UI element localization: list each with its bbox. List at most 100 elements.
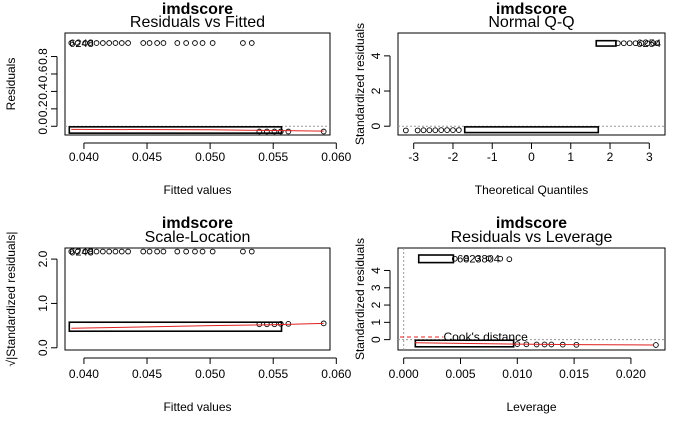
data-point (106, 40, 113, 46)
x-axis-label: Leverage (506, 400, 556, 414)
data-point (146, 40, 153, 46)
data-point (112, 248, 119, 255)
plot-frame (64, 32, 331, 136)
data-point (256, 128, 263, 135)
chart-title: imdscore (162, 1, 233, 18)
chart-subtitle: Normal Q-Q (488, 14, 574, 31)
data-point (93, 248, 100, 255)
y-axis-label: Residuals (4, 58, 18, 111)
data-point (112, 40, 119, 46)
data-point (414, 127, 421, 134)
data-point (74, 40, 81, 46)
data-point (118, 248, 125, 255)
data-point (632, 40, 639, 47)
data-point (438, 127, 445, 133)
chart-title: imdscore (162, 215, 233, 232)
data-point (644, 40, 651, 47)
y-tick-label: 0 (369, 336, 383, 343)
data-point (626, 40, 633, 47)
chart-title: imdscore (496, 1, 567, 18)
smooth-line (71, 128, 324, 132)
data-point (100, 40, 106, 46)
data-point (125, 40, 131, 46)
data-point (209, 40, 216, 46)
y-tick-label: 2.0 (36, 250, 50, 267)
data-point (183, 40, 189, 46)
data-point (87, 40, 94, 46)
smooth-line (414, 342, 654, 346)
data-point (474, 255, 481, 262)
data-point (192, 40, 198, 46)
outlier-label: 6254 (637, 38, 661, 50)
y-axis-label: Standardized residuals (353, 238, 367, 360)
y-tick-label: 0.0 (36, 339, 50, 356)
x-axis-label: Fitted values (163, 400, 231, 414)
x-tick-label: 0.045 (132, 150, 162, 164)
data-point (277, 320, 284, 327)
x-tick-label: 0.005 (445, 367, 475, 381)
x-tick-label: 0.050 (195, 150, 225, 164)
data-point (277, 128, 284, 135)
plot-frame (397, 32, 666, 136)
data-point (426, 127, 433, 134)
data-point (444, 127, 450, 133)
x-tick-label: 0.000 (389, 367, 419, 381)
outlier-label: 6248 (69, 247, 93, 259)
data-point (620, 40, 627, 47)
y-axis-label: √|Standardized residuals| (4, 232, 18, 367)
x-tick-label: -2 (448, 150, 459, 164)
chart-title: imdscore (496, 215, 567, 232)
y-tick-label: 3 (369, 284, 383, 291)
y-tick-label: 0 (369, 123, 383, 130)
y-tick-label: 0.6 (36, 65, 50, 82)
data-point (248, 248, 255, 255)
y-tick-label: 0.8 (36, 48, 50, 65)
x-tick-label: 0.060 (321, 367, 351, 381)
y-tick-label: 2 (369, 301, 383, 308)
data-point (199, 248, 206, 255)
x-tick-label: 0.015 (559, 367, 589, 381)
cooks-distance-label: Cook's distance (443, 330, 528, 344)
data-point (199, 40, 206, 46)
outlier-label: 6823804 (457, 253, 500, 265)
data-point (125, 248, 131, 255)
data-point (638, 40, 645, 47)
x-tick-label: 0.020 (616, 367, 646, 381)
outlier-label: 6248 (69, 38, 93, 50)
data-point (146, 248, 153, 255)
data-point (140, 248, 147, 255)
smooth-line (71, 322, 324, 329)
data-point (650, 40, 657, 47)
point-band-lower (463, 126, 600, 134)
x-axis-label: Theoretical Quantiles (475, 183, 588, 197)
data-point (654, 40, 660, 47)
data-point (256, 321, 263, 328)
y-tick-label: 1.0 (36, 295, 50, 312)
y-tick-label: 4 (369, 267, 383, 274)
data-point (240, 248, 246, 255)
data-point (615, 40, 621, 47)
data-point (451, 255, 458, 262)
data-point (486, 255, 492, 262)
data-point (240, 40, 246, 46)
x-tick-label: 0.060 (321, 150, 351, 164)
data-point (93, 40, 100, 46)
data-point (174, 40, 181, 46)
x-tick-label: 3 (646, 150, 653, 164)
y-tick-label: 0.0 (36, 118, 50, 135)
x-tick-label: 0.045 (132, 367, 162, 381)
data-point (160, 248, 167, 255)
plot-frame (64, 247, 331, 351)
data-point (174, 248, 181, 255)
y-tick-label: 4 (369, 52, 383, 59)
data-point (192, 248, 198, 255)
point-band-upper (595, 39, 617, 47)
data-point (463, 255, 470, 262)
x-tick-label: 1 (567, 150, 574, 164)
point-band-upper (417, 254, 455, 264)
x-tick-label: 0.055 (258, 367, 288, 381)
data-point (432, 127, 439, 134)
